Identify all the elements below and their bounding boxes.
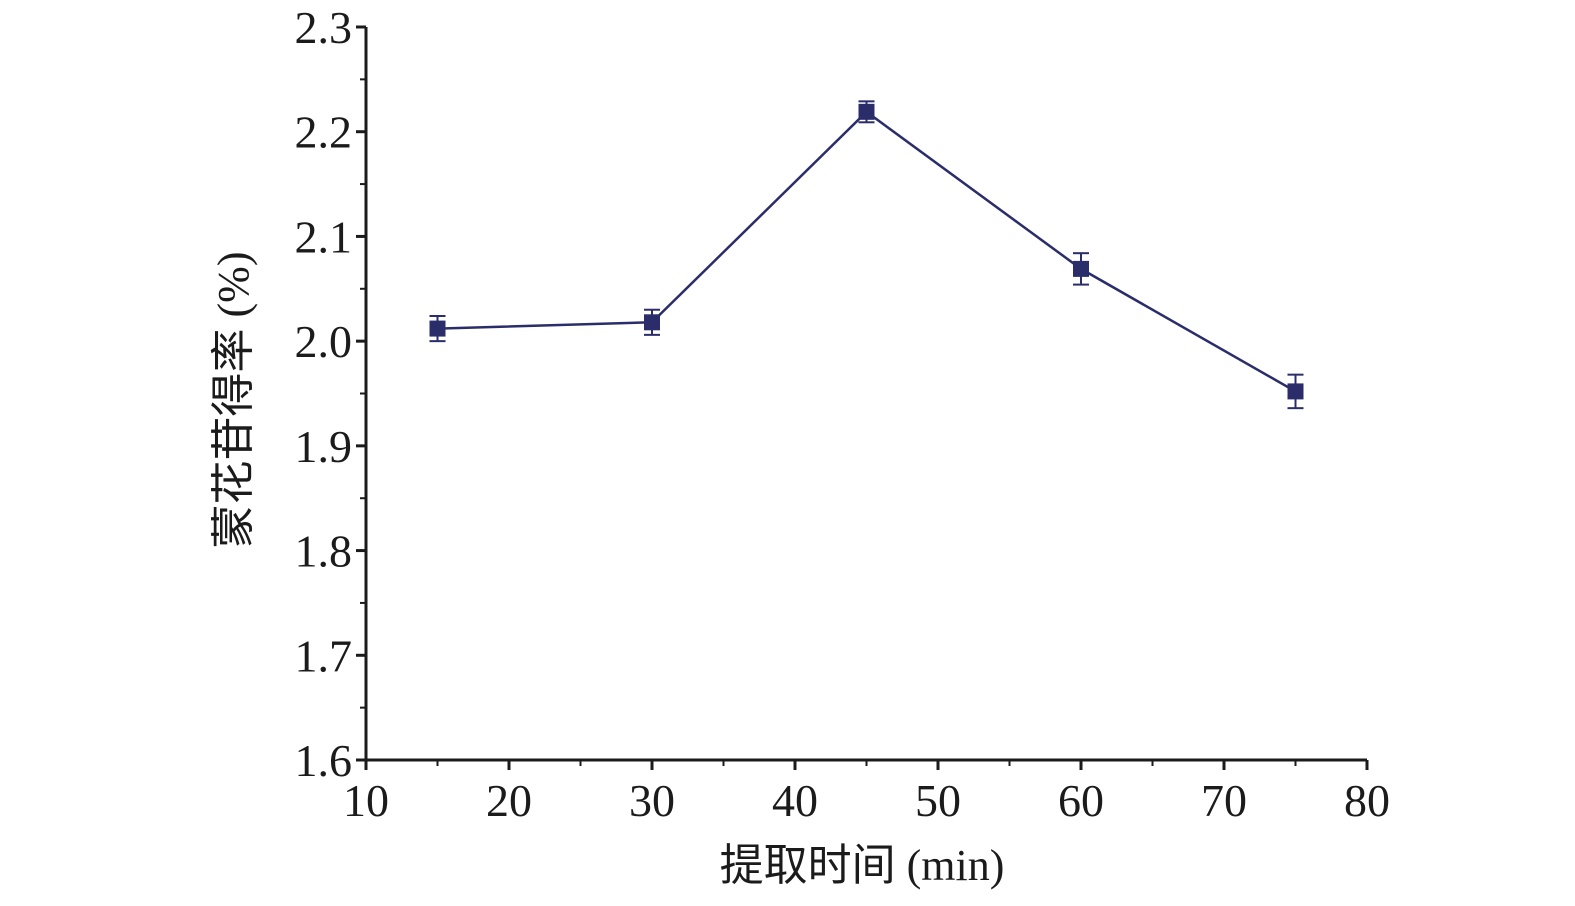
x-ticks: 10 20 30 40 50 60 70 80 [343,760,1390,826]
data-point-marker [858,103,875,120]
data-point-marker [429,320,446,337]
series-layer [429,100,1304,410]
x-tick-label: 80 [1344,775,1390,826]
x-tick-label: 60 [1058,775,1104,826]
y-axis-label: 蒙花苷得率 (%) [209,252,258,549]
y-tick-label: 1.6 [295,735,353,786]
x-tick-label: 70 [1201,775,1247,826]
data-point-marker [1287,383,1304,400]
x-tick-label: 40 [772,775,818,826]
y-tick-label: 2.2 [295,107,353,158]
y-tick-label: 1.9 [295,421,353,472]
y-tick-label: 1.8 [295,526,353,577]
data-point-marker [1073,260,1089,277]
y-ticks: 1.6 1.7 1.8 1.9 2.0 2.1 2.2 2.3 [295,2,366,786]
y-tick-label: 2.3 [295,2,353,53]
data-point-marker [644,314,660,331]
x-tick-label: 20 [486,775,532,826]
x-tick-label: 30 [629,775,675,826]
x-tick-label: 50 [915,775,961,826]
x-axis-label: 提取时间 (min) [720,841,1005,890]
x-tick-label: 10 [343,775,389,826]
y-tick-label: 2.1 [295,211,353,262]
axes [364,27,1367,762]
y-tick-label: 2.0 [295,316,353,367]
y-tick-label: 1.7 [295,630,353,681]
series-line [437,110,1297,393]
